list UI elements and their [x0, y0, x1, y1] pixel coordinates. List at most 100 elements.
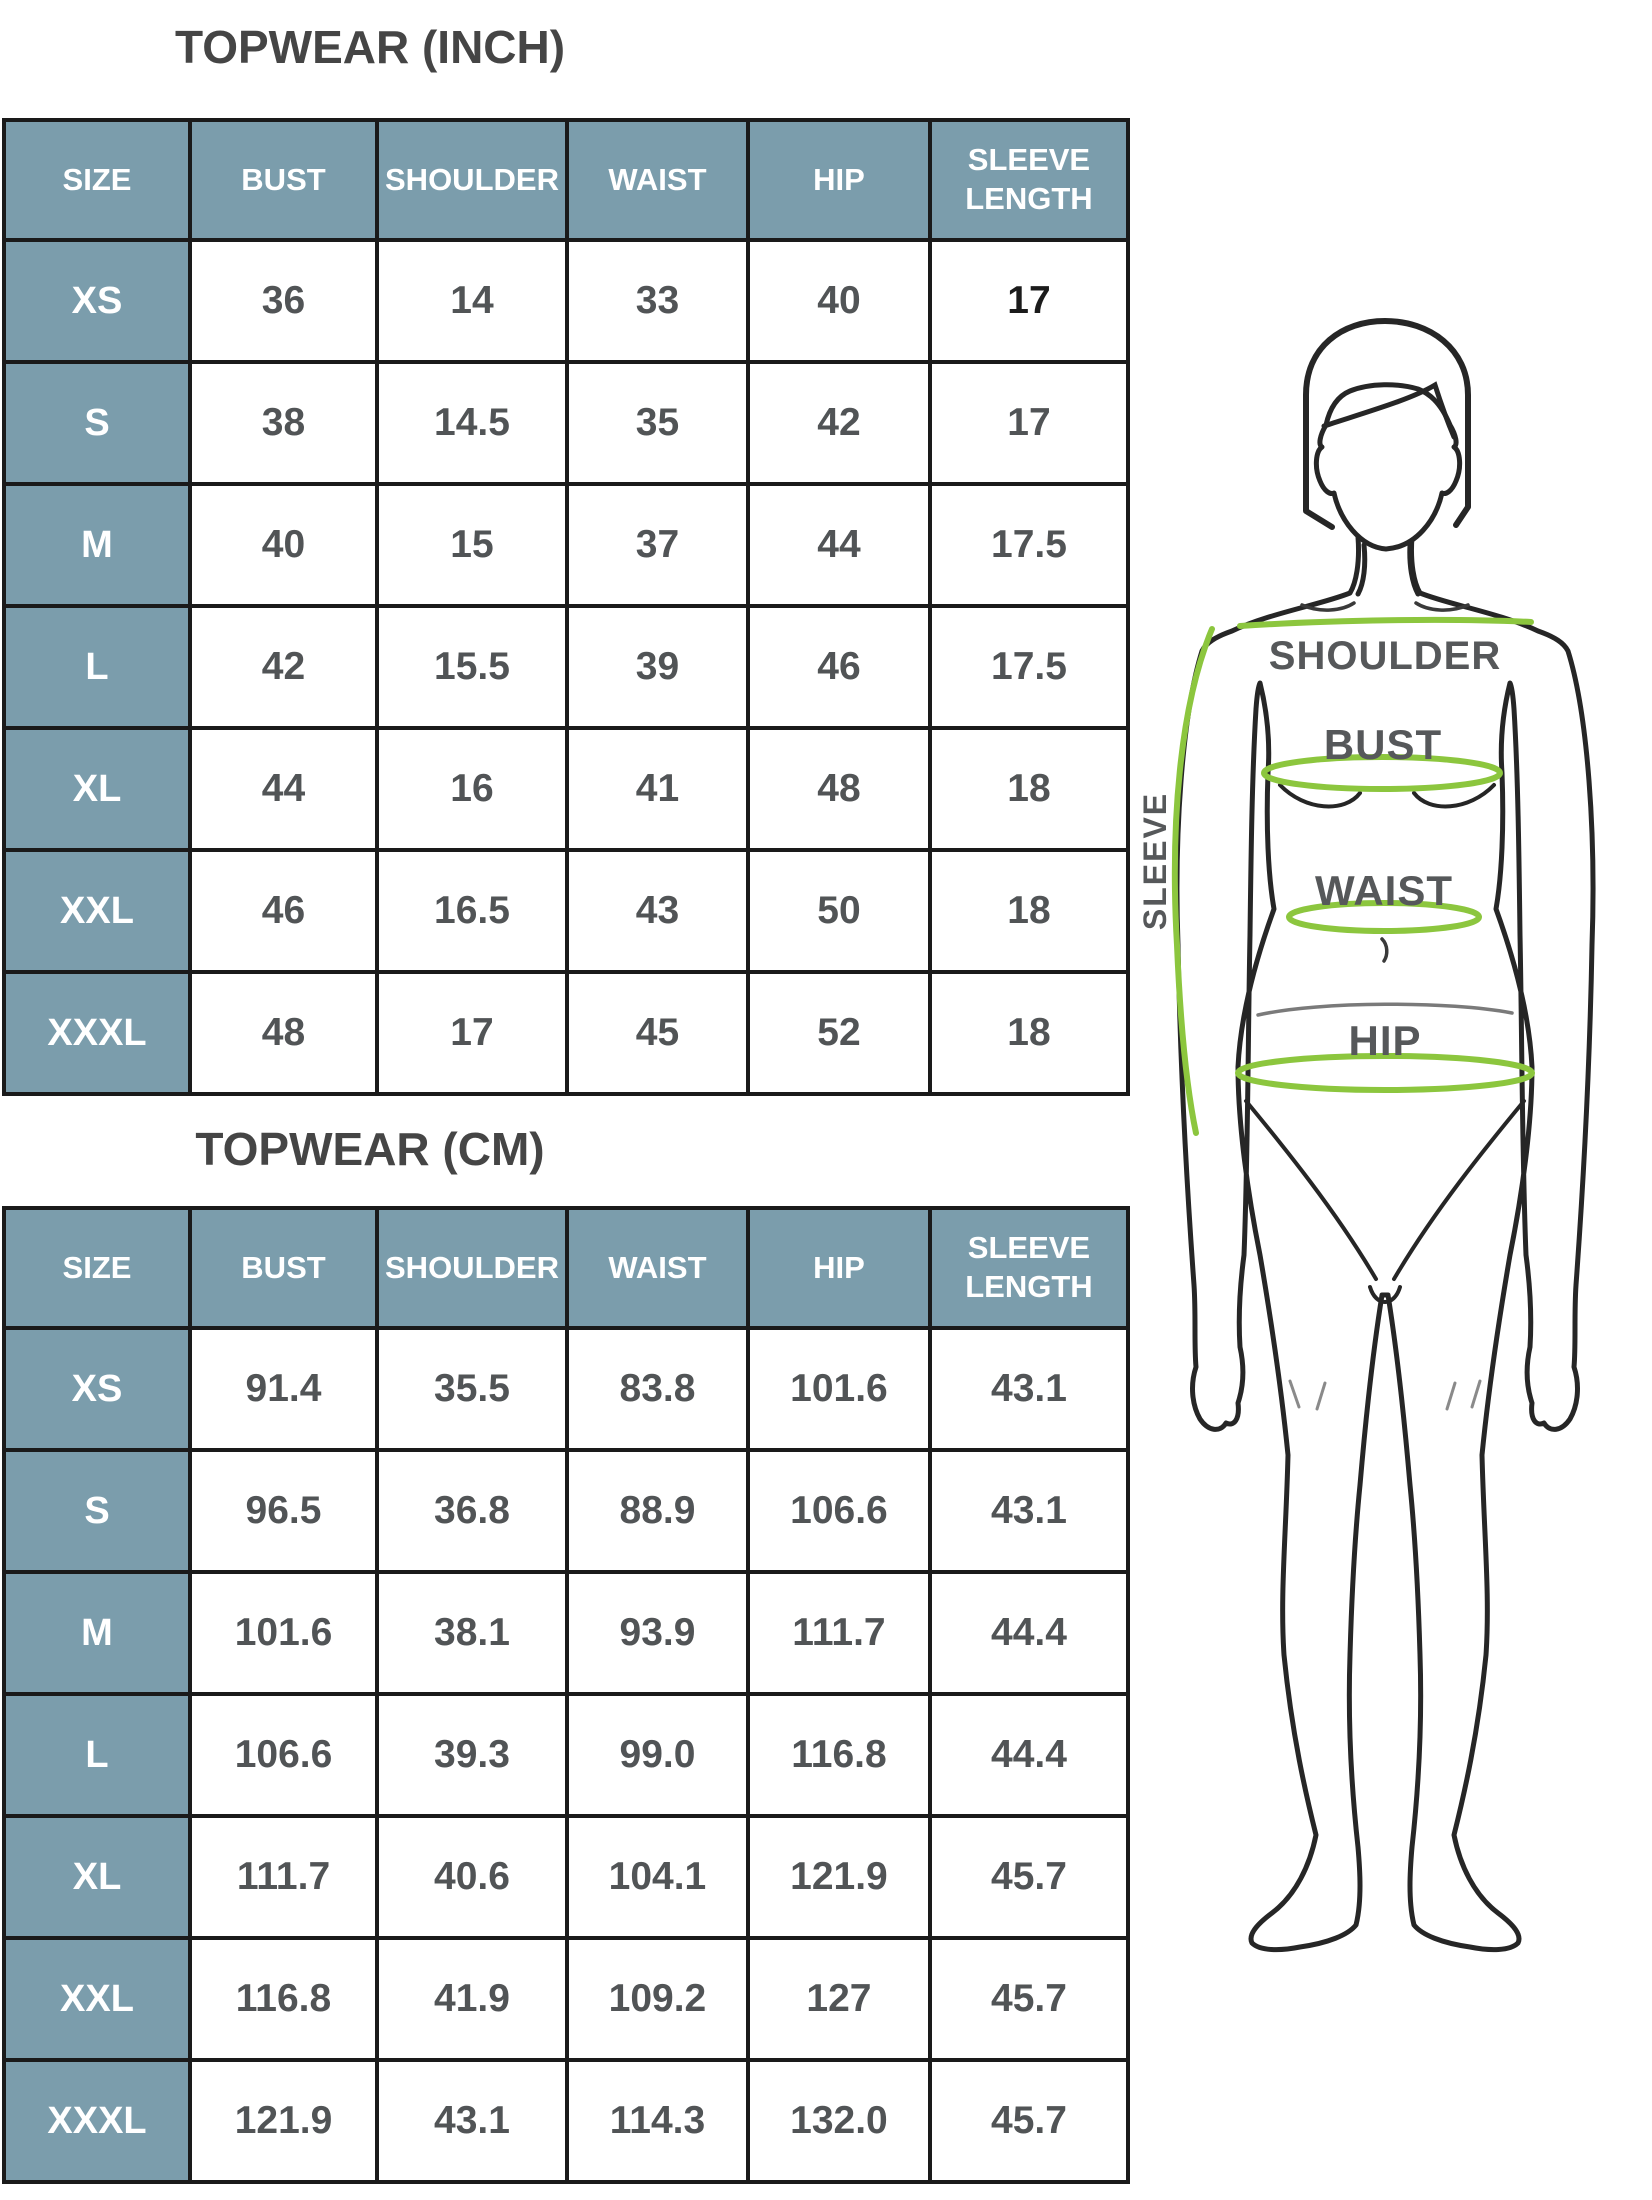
size-cell: XS	[2, 1326, 192, 1452]
sleeve-cell: 18	[927, 970, 1130, 1096]
table-row: M 40 15 37 44 17.5	[2, 482, 1130, 608]
topwear-cm-table: SIZE BUST SHOULDER WAIST HIP SLEEVE LENG…	[2, 1206, 1130, 2184]
sleeve-cell: 43.1	[927, 1326, 1130, 1452]
sleeve-cell: 18	[927, 848, 1130, 974]
shoulder-cell: 15	[375, 482, 569, 608]
column-header-waist: WAIST	[564, 1206, 750, 1330]
waist-cell: 93.9	[564, 1570, 750, 1696]
table-row: XXXL 48 17 45 52 18	[2, 970, 1130, 1096]
waist-label: WAIST	[1315, 867, 1453, 914]
size-cell: M	[2, 482, 192, 608]
bust-cell: 38	[188, 360, 379, 486]
bust-cell: 40	[188, 482, 379, 608]
shoulder-cell: 39.3	[375, 1692, 569, 1818]
sleeve-cell: 44.4	[927, 1692, 1130, 1818]
hip-cell: 116.8	[745, 1692, 932, 1818]
hip-cell: 46	[745, 604, 932, 730]
column-header-size: SIZE	[2, 118, 192, 242]
size-cell: XS	[2, 238, 192, 364]
hip-cell: 52	[745, 970, 932, 1096]
table-row: XS 91.4 35.5 83.8 101.6 43.1	[2, 1326, 1130, 1452]
table-row: XS 36 14 33 40 17	[2, 238, 1130, 364]
underwear-lines	[1244, 1099, 1526, 1304]
shoulder-cell: 41.9	[375, 1936, 569, 2062]
waist-measure-ellipse	[1286, 900, 1482, 934]
column-header-hip: HIP	[745, 118, 932, 242]
hip-cell: 121.9	[745, 1814, 932, 1940]
waist-cell: 45	[564, 970, 750, 1096]
hip-label: HIP	[1348, 1017, 1421, 1064]
waist-cell: 35	[564, 360, 750, 486]
size-cell: XL	[2, 726, 192, 852]
waist-cell: 39	[564, 604, 750, 730]
bust-cell: 111.7	[188, 1814, 379, 1940]
hip-cell: 132.0	[745, 2058, 932, 2184]
hip-cell: 101.6	[745, 1326, 932, 1452]
size-cell: S	[2, 360, 192, 486]
table-row: L 42 15.5 39 46 17.5	[2, 604, 1130, 730]
shoulder-cell: 35.5	[375, 1326, 569, 1452]
sleeve-cell: 17	[927, 360, 1130, 486]
size-cell: XXL	[2, 848, 192, 974]
shoulder-cell: 17	[375, 970, 569, 1096]
shoulder-cell: 16	[375, 726, 569, 852]
size-cell: S	[2, 1448, 192, 1574]
topwear-inch-table: SIZE BUST SHOULDER WAIST HIP SLEEVE LENG…	[2, 118, 1130, 1096]
table-row: XXXL 121.9 43.1 114.3 132.0 45.7	[2, 2058, 1130, 2184]
column-header-waist: WAIST	[564, 118, 750, 242]
bust-cell: 42	[188, 604, 379, 730]
table-row: XL 111.7 40.6 104.1 121.9 45.7	[2, 1814, 1130, 1940]
table-row: S 96.5 36.8 88.9 106.6 43.1	[2, 1448, 1130, 1574]
bust-label: BUST	[1324, 721, 1442, 768]
column-header-bust: BUST	[188, 118, 379, 242]
bust-cell: 91.4	[188, 1326, 379, 1452]
inch-table-title: TOPWEAR (INCH)	[174, 21, 566, 73]
waist-cell: 83.8	[564, 1326, 750, 1452]
hair-fringe	[1321, 381, 1457, 440]
sleeve-cell: 43.1	[927, 1448, 1130, 1574]
shoulder-measure-line	[1237, 616, 1534, 629]
measurement-figure: SHOULDER BUST WAIST HIP SLEEVE	[1120, 295, 1652, 1955]
bust-cell: 121.9	[188, 2058, 379, 2184]
size-cell: XL	[2, 1814, 192, 1940]
hip-cell: 127	[745, 1936, 932, 2062]
sleeve-cell: 18	[927, 726, 1130, 852]
bust-curves	[1278, 783, 1496, 809]
bust-cell: 96.5	[188, 1448, 379, 1574]
size-cell: L	[2, 604, 192, 730]
waistband-line	[1256, 1002, 1514, 1017]
waist-cell: 37	[564, 482, 750, 608]
bust-measure-ellipse	[1261, 754, 1503, 792]
face-outline	[1313, 382, 1463, 552]
hip-cell: 40	[745, 238, 932, 364]
size-cell: XXXL	[2, 2058, 192, 2184]
table-row: XXL 116.8 41.9 109.2 127 45.7	[2, 1936, 1130, 2062]
hip-cell: 111.7	[745, 1570, 932, 1696]
shoulder-label: SHOULDER	[1269, 634, 1501, 678]
bust-cell: 36	[188, 238, 379, 364]
column-header-hip: HIP	[745, 1206, 932, 1330]
shoulder-cell: 38.1	[375, 1570, 569, 1696]
waist-cell: 88.9	[564, 1448, 750, 1574]
shoulder-cell: 14	[375, 238, 569, 364]
shoulder-cell: 36.8	[375, 1448, 569, 1574]
shoulder-cell: 14.5	[375, 360, 569, 486]
table-header-row: SIZE BUST SHOULDER WAIST HIP SLEEVE LENG…	[2, 1206, 1130, 1330]
hip-cell: 50	[745, 848, 932, 974]
navel-mark	[1380, 937, 1389, 963]
waist-cell: 99.0	[564, 1692, 750, 1818]
bust-cell: 106.6	[188, 1692, 379, 1818]
bust-cell: 46	[188, 848, 379, 974]
waist-cell: 104.1	[564, 1814, 750, 1940]
shoulder-cell: 40.6	[375, 1814, 569, 1940]
waist-cell: 41	[564, 726, 750, 852]
table-row: S 38 14.5 35 42 17	[2, 360, 1130, 486]
shoulder-cell: 16.5	[375, 848, 569, 974]
size-cell: L	[2, 1692, 192, 1818]
table-row: XL 44 16 41 48 18	[2, 726, 1130, 852]
neck-lines	[1355, 542, 1421, 597]
knee-marks	[1288, 1379, 1482, 1411]
shoulder-cell: 15.5	[375, 604, 569, 730]
waist-cell: 43	[564, 848, 750, 974]
